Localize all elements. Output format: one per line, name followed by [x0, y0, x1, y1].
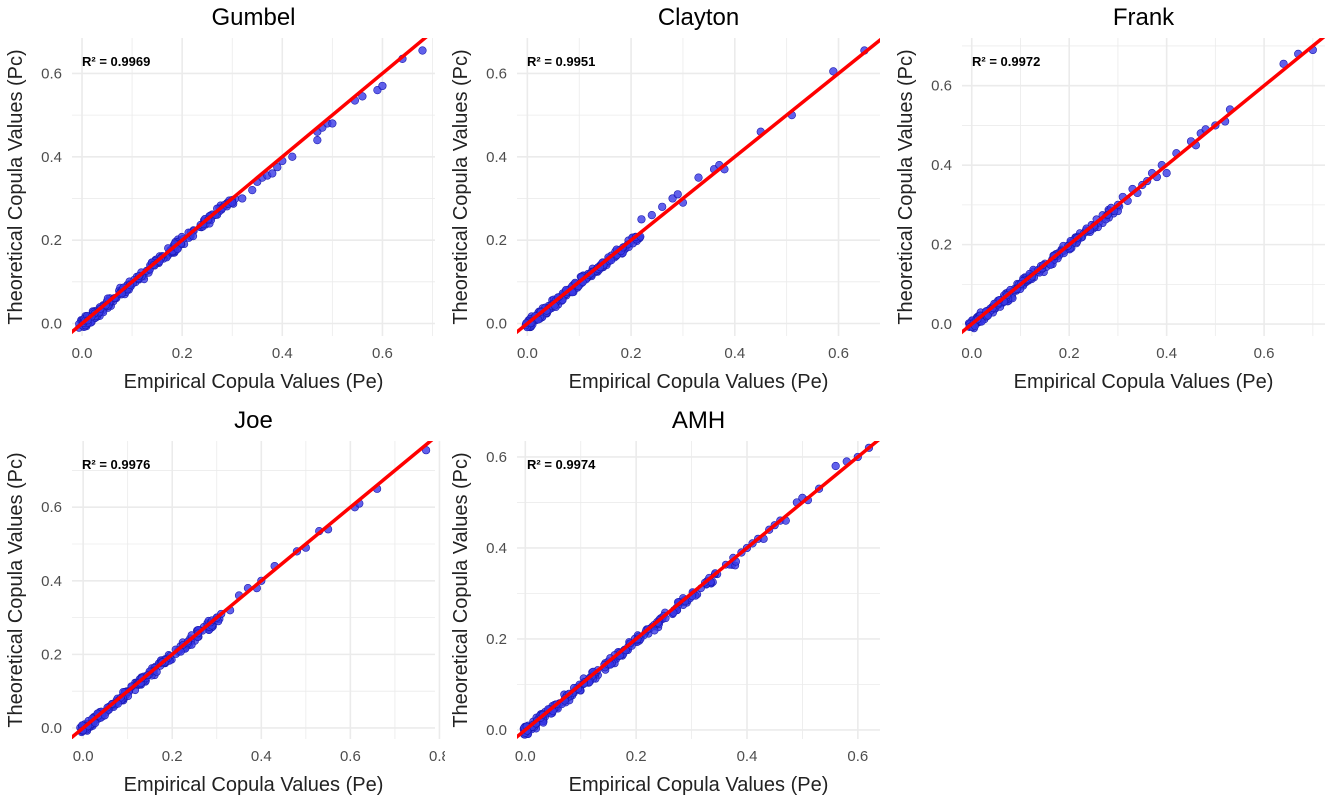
panel-joe: 0.0 0.2 0.4 0.6 0.8 0.0 0.2 0.4 0.6 Joe Empirical …: [5, 407, 445, 796]
x-tick-label: 0.6: [828, 345, 849, 362]
chart-title: AMH: [672, 407, 725, 434]
x-axis-title: Empirical Copula Values (Pe): [569, 371, 829, 393]
scatter-point: [673, 190, 682, 199]
x-tick-label: 0.0: [517, 345, 538, 362]
y-tick-label: 0.0: [486, 315, 507, 332]
scatter-point: [1162, 168, 1171, 178]
chart-title: Frank: [1113, 4, 1175, 31]
r-squared-annotation: R² = 0.9969: [82, 54, 150, 69]
y-tick-label: 0.0: [41, 720, 62, 737]
panel-frank: 0.0 0.2 0.4 0.6 0.0 0.2 0.4 0.6 Frank Empirical C…: [895, 4, 1325, 393]
y-axis-title: Theoretical Copula Values (Pc): [5, 49, 27, 324]
x-tick-label: 0.4: [272, 345, 293, 362]
y-axis-title: Theoretical Copula Values (Pc): [895, 49, 917, 324]
x-tick-label: 0.4: [724, 345, 745, 362]
y-tick-label: 0.2: [931, 237, 952, 254]
y-tick-label: 0.2: [41, 232, 62, 249]
y-tick-label: 0.4: [41, 573, 62, 590]
fit-line: [517, 441, 880, 739]
x-axis-title: Empirical Copula Values (Pe): [124, 371, 384, 393]
scatter-point: [831, 461, 840, 471]
x-tick-label: 0.4: [251, 748, 272, 765]
y-tick-label: 0.6: [41, 499, 62, 516]
y-tick-label: 0.6: [41, 65, 62, 82]
y-axis-title: Theoretical Copula Values (Pc): [450, 452, 472, 727]
x-tick-label: 0.2: [162, 748, 183, 765]
x-tick-label: 0.6: [1254, 345, 1275, 362]
y-tick-label: 0.0: [486, 722, 507, 739]
x-tick-label: 0.0: [72, 345, 93, 362]
scatter-point: [650, 626, 659, 635]
r-squared-annotation: R² = 0.9951: [527, 54, 595, 69]
x-axis-title: Empirical Copula Values (Pe): [1014, 371, 1274, 393]
y-tick-label: 0.4: [486, 149, 507, 166]
y-tick-label: 0.0: [41, 315, 62, 332]
scatter-point: [378, 81, 387, 91]
scatter-point: [328, 119, 337, 128]
r-squared-annotation: R² = 0.9976: [82, 457, 150, 472]
x-tick-label: 0.4: [737, 748, 758, 765]
chart-title: Gumbel: [211, 4, 295, 31]
y-tick-label: 0.6: [931, 78, 952, 95]
x-tick-label: 0.6: [340, 748, 361, 765]
x-tick-label: 0.0: [961, 345, 982, 362]
x-tick-label: 0.4: [1156, 345, 1177, 362]
scatter-point: [238, 194, 247, 203]
scatter-point: [694, 173, 703, 182]
scatter-point: [273, 163, 282, 172]
scatter-point: [637, 215, 646, 224]
chart-title: Joe: [234, 407, 273, 434]
x-tick-label: 0.2: [172, 345, 193, 362]
panel-amh: 0.0 0.2 0.4 0.6 0.0 0.2 0.4 0.6 AMH Empirical Cop…: [450, 407, 880, 796]
x-tick-label: 0.8: [429, 748, 445, 765]
fit-line: [962, 38, 1325, 335]
scatter-point: [829, 67, 838, 76]
r-squared-annotation: R² = 0.9974: [527, 457, 596, 472]
y-tick-label: 0.6: [486, 449, 507, 466]
y-tick-label: 0.4: [41, 149, 62, 166]
y-tick-label: 0.0: [931, 316, 952, 333]
scatter-point: [658, 202, 667, 211]
x-axis-title: Empirical Copula Values (Pe): [124, 774, 384, 796]
y-axis-title: Theoretical Copula Values (Pc): [450, 49, 472, 324]
fit-line: [72, 441, 434, 739]
r-squared-annotation: R² = 0.9972: [972, 54, 1040, 69]
chart-title: Clayton: [658, 4, 739, 31]
y-axis-title: Theoretical Copula Values (Pc): [5, 452, 27, 727]
x-tick-label: 0.6: [372, 345, 393, 362]
scatter-point: [358, 92, 367, 101]
y-tick-label: 0.2: [41, 646, 62, 663]
scatter-point: [313, 136, 322, 145]
scatter-point: [418, 46, 427, 55]
scatter-point: [248, 186, 257, 195]
points: [76, 446, 431, 737]
y-tick-label: 0.6: [486, 65, 507, 82]
y-tick-label: 0.4: [486, 540, 507, 557]
x-axis-title: Empirical Copula Values (Pe): [569, 774, 829, 796]
scatter-point: [647, 211, 656, 220]
x-tick-label: 0.2: [626, 748, 647, 765]
points: [75, 46, 427, 332]
scatter-point: [288, 152, 297, 161]
fit-line: [72, 38, 428, 335]
grid: [517, 38, 880, 336]
y-tick-label: 0.2: [486, 232, 507, 249]
grid: [72, 441, 441, 739]
x-tick-label: 0.2: [1059, 345, 1080, 362]
x-tick-label: 0.0: [73, 748, 94, 765]
panel-gumbel: 0.0 0.2 0.4 0.6 0.0 0.2 0.4 0.6 Gumbel Empirical …: [5, 4, 435, 393]
x-tick-label: 0.0: [515, 748, 536, 765]
x-tick-label: 0.6: [847, 748, 868, 765]
panel-clayton: 0.0 0.2 0.4 0.6 0.0 0.2 0.4 0.6 Clayton Empirical…: [450, 4, 880, 393]
fit-line: [517, 38, 880, 335]
y-tick-label: 0.2: [486, 631, 507, 648]
x-tick-label: 0.2: [621, 345, 642, 362]
scatter-point: [268, 169, 277, 178]
y-tick-label: 0.4: [931, 157, 952, 174]
